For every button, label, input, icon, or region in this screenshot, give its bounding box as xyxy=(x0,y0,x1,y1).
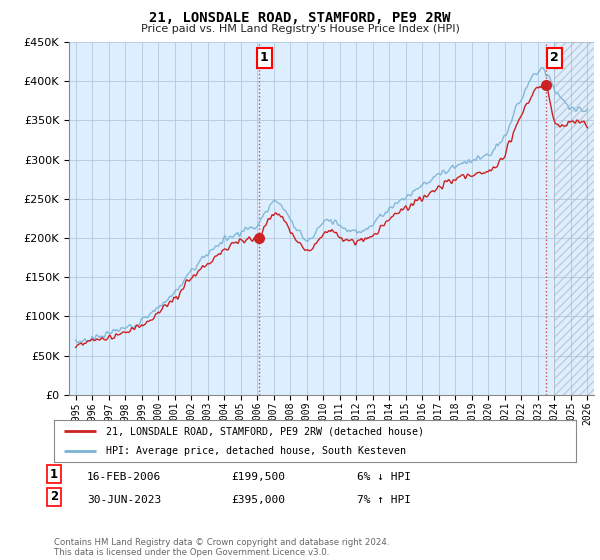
Text: 1: 1 xyxy=(50,468,58,481)
Text: 30-JUN-2023: 30-JUN-2023 xyxy=(87,494,161,505)
Text: 2: 2 xyxy=(550,52,559,64)
Text: £395,000: £395,000 xyxy=(231,494,285,505)
Text: 21, LONSDALE ROAD, STAMFORD, PE9 2RW (detached house): 21, LONSDALE ROAD, STAMFORD, PE9 2RW (de… xyxy=(106,427,424,437)
Text: Price paid vs. HM Land Registry's House Price Index (HPI): Price paid vs. HM Land Registry's House … xyxy=(140,24,460,34)
Text: 16-FEB-2006: 16-FEB-2006 xyxy=(87,472,161,482)
Text: 1: 1 xyxy=(260,52,269,64)
Text: HPI: Average price, detached house, South Kesteven: HPI: Average price, detached house, Sout… xyxy=(106,446,406,456)
Text: 6% ↓ HPI: 6% ↓ HPI xyxy=(357,472,411,482)
Bar xyxy=(554,42,594,395)
Text: 7% ↑ HPI: 7% ↑ HPI xyxy=(357,494,411,505)
Text: 2: 2 xyxy=(50,490,58,503)
Text: 21, LONSDALE ROAD, STAMFORD, PE9 2RW: 21, LONSDALE ROAD, STAMFORD, PE9 2RW xyxy=(149,11,451,25)
Bar xyxy=(554,42,594,395)
Text: £199,500: £199,500 xyxy=(231,472,285,482)
Text: Contains HM Land Registry data © Crown copyright and database right 2024.
This d: Contains HM Land Registry data © Crown c… xyxy=(54,538,389,557)
